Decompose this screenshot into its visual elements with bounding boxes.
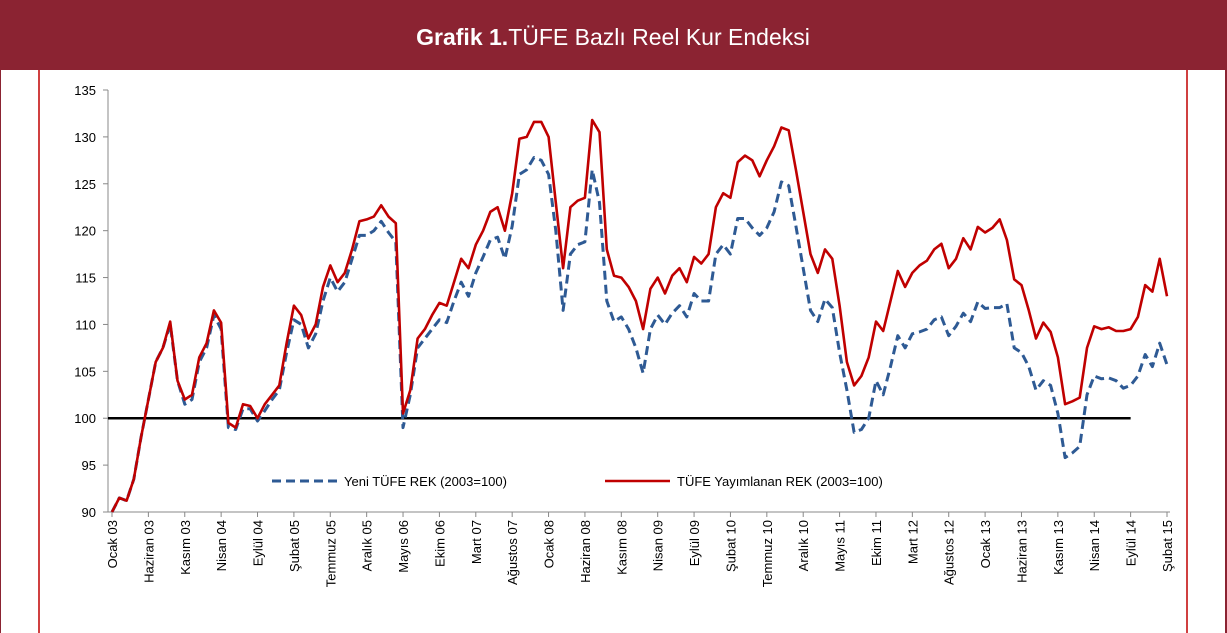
- x-tick-label: Ocak 08: [542, 520, 557, 568]
- series-line: [110, 156, 1169, 513]
- y-tick-label: 95: [82, 458, 96, 473]
- x-tick-label: Haziran 13: [1014, 520, 1029, 583]
- x-tick-label: Şubat 15: [1160, 520, 1175, 572]
- legend-label: TÜFE Yayımlanan REK (2003=100): [677, 474, 883, 489]
- y-tick-label: 125: [74, 177, 96, 192]
- x-tick-label: Haziran 08: [578, 520, 593, 583]
- x-tick-label: Mayıs 06: [396, 520, 411, 573]
- x-tick-label: Ekim 11: [869, 520, 884, 566]
- x-tick-label: Ağustos 07: [505, 520, 520, 585]
- x-tick-label: Aralık 05: [360, 520, 375, 571]
- x-tick-label: Kasım 13: [1051, 520, 1066, 575]
- x-tick-label: Mart 07: [469, 520, 484, 564]
- x-tick-label: Haziran 03: [141, 520, 156, 583]
- x-tick-label: Ağustos 12: [942, 520, 957, 585]
- x-tick-label: Ocak 13: [978, 520, 993, 568]
- x-tick-label: Temmuz 05: [323, 520, 338, 587]
- x-tick-label: Ocak 03: [105, 520, 120, 568]
- y-tick-label: 105: [74, 364, 96, 379]
- title-text: TÜFE Bazlı Reel Kur Endeksi: [508, 24, 810, 50]
- x-tick-label: Mayıs 11: [833, 520, 848, 572]
- y-tick-label: 130: [74, 130, 96, 145]
- x-tick-label: Temmuz 10: [760, 520, 775, 587]
- series-line: [110, 118, 1169, 513]
- y-tick-label: 110: [75, 317, 96, 332]
- y-tick-label: 90: [82, 505, 96, 520]
- y-tick-label: 120: [74, 224, 96, 239]
- x-tick-label: Nisan 09: [651, 520, 666, 571]
- x-tick-label: Aralık 10: [796, 520, 811, 571]
- title-bold: Grafik 1.: [416, 24, 508, 50]
- header-bar: [0, 0, 1227, 70]
- x-tick-label: Şubat 05: [287, 520, 302, 572]
- x-tick-label: Nisan 14: [1087, 520, 1102, 571]
- x-tick-label: Eylül 04: [251, 520, 266, 566]
- chart-title: Grafik 1.TÜFE Bazlı Reel Kur Endeksi: [416, 24, 810, 50]
- y-tick-label: 135: [74, 83, 96, 98]
- x-tick-label: Mart 12: [905, 520, 920, 564]
- x-tick-label: Ekim 06: [432, 520, 447, 567]
- x-tick-label: Nisan 04: [214, 520, 229, 571]
- x-tick-label: Kasım 08: [614, 520, 629, 575]
- y-tick-label: 115: [75, 271, 96, 286]
- x-tick-label: Eylül 09: [687, 520, 702, 566]
- x-tick-label: Eylül 14: [1124, 520, 1139, 566]
- x-tick-label: Şubat 10: [723, 520, 738, 572]
- y-tick-label: 100: [74, 411, 96, 426]
- x-tick-label: Kasım 03: [178, 520, 193, 575]
- legend-label: Yeni TÜFE REK (2003=100): [344, 474, 507, 489]
